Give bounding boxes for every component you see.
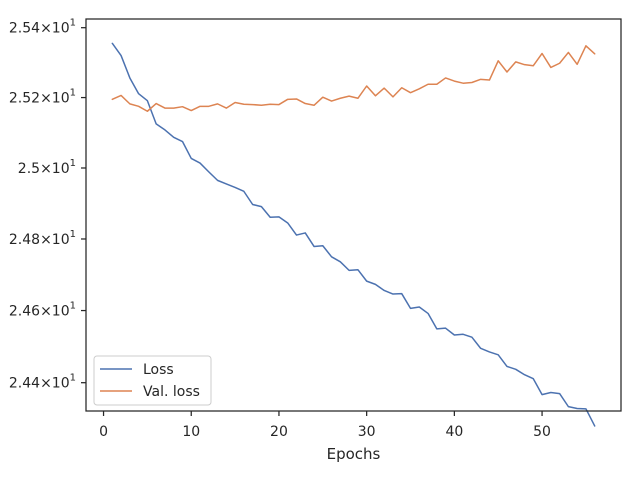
legend: Loss Val. loss <box>93 355 212 406</box>
y-tick-mantissa: 2.44 <box>9 376 40 392</box>
series-lines <box>111 42 596 427</box>
y-tick-base: 10 <box>52 304 70 320</box>
x-tick-label: 50 <box>533 424 551 440</box>
x-axis-label: Epochs <box>327 445 381 463</box>
y-tick-base: 10 <box>52 161 70 177</box>
legend-label-val-loss: Val. loss <box>143 384 200 400</box>
x-tick-label: 0 <box>99 424 108 440</box>
legend-label-loss: Loss <box>143 362 174 378</box>
y-tick-exponent: 1 <box>70 229 76 240</box>
y-tick-times: × <box>40 232 52 248</box>
plot-background <box>86 19 621 411</box>
y-tick-exponent: 1 <box>70 18 76 29</box>
y-tick-base: 10 <box>52 21 70 37</box>
y-tick-exponent: 1 <box>70 373 76 384</box>
x-tick-label: 10 <box>182 424 200 440</box>
y-tick-label: 2.48×101 <box>9 229 76 248</box>
y-tick-base: 10 <box>52 232 70 248</box>
y-tick-mantissa: 2.5 <box>18 161 40 177</box>
y-tick-label: 2.52×101 <box>9 88 76 107</box>
y-tick-label: 2.46×101 <box>9 301 76 320</box>
y-tick-mantissa: 2.54 <box>9 21 40 37</box>
y-axis-ticks: 2.54×1012.52×1012.5×1012.48×1012.46×1012… <box>9 18 86 392</box>
y-tick-times: × <box>40 304 52 320</box>
series-line-val-loss <box>111 45 596 112</box>
y-tick-label: 2.54×101 <box>9 18 76 37</box>
y-tick-base: 10 <box>52 91 70 107</box>
y-tick-mantissa: 2.48 <box>9 232 40 248</box>
y-tick-times: × <box>40 91 52 107</box>
y-tick-mantissa: 2.52 <box>9 91 40 107</box>
y-tick-label: 2.44×101 <box>9 373 76 392</box>
y-tick-exponent: 1 <box>70 158 76 169</box>
plot-frame <box>85 18 622 412</box>
x-axis-ticks: 0 10 20 30 40 50 <box>99 411 551 440</box>
x-tick-label: 20 <box>270 424 288 440</box>
y-tick-times: × <box>40 161 52 177</box>
y-tick-label: 2.5×101 <box>18 158 76 177</box>
y-tick-times: × <box>40 21 52 37</box>
x-tick-label: 40 <box>445 424 463 440</box>
y-tick-base: 10 <box>52 376 70 392</box>
y-tick-mantissa: 2.46 <box>9 304 40 320</box>
x-tick-label: 30 <box>358 424 376 440</box>
series-line-loss <box>111 42 596 427</box>
y-tick-exponent: 1 <box>70 301 76 312</box>
y-tick-times: × <box>40 376 52 392</box>
y-tick-exponent: 1 <box>70 88 76 99</box>
